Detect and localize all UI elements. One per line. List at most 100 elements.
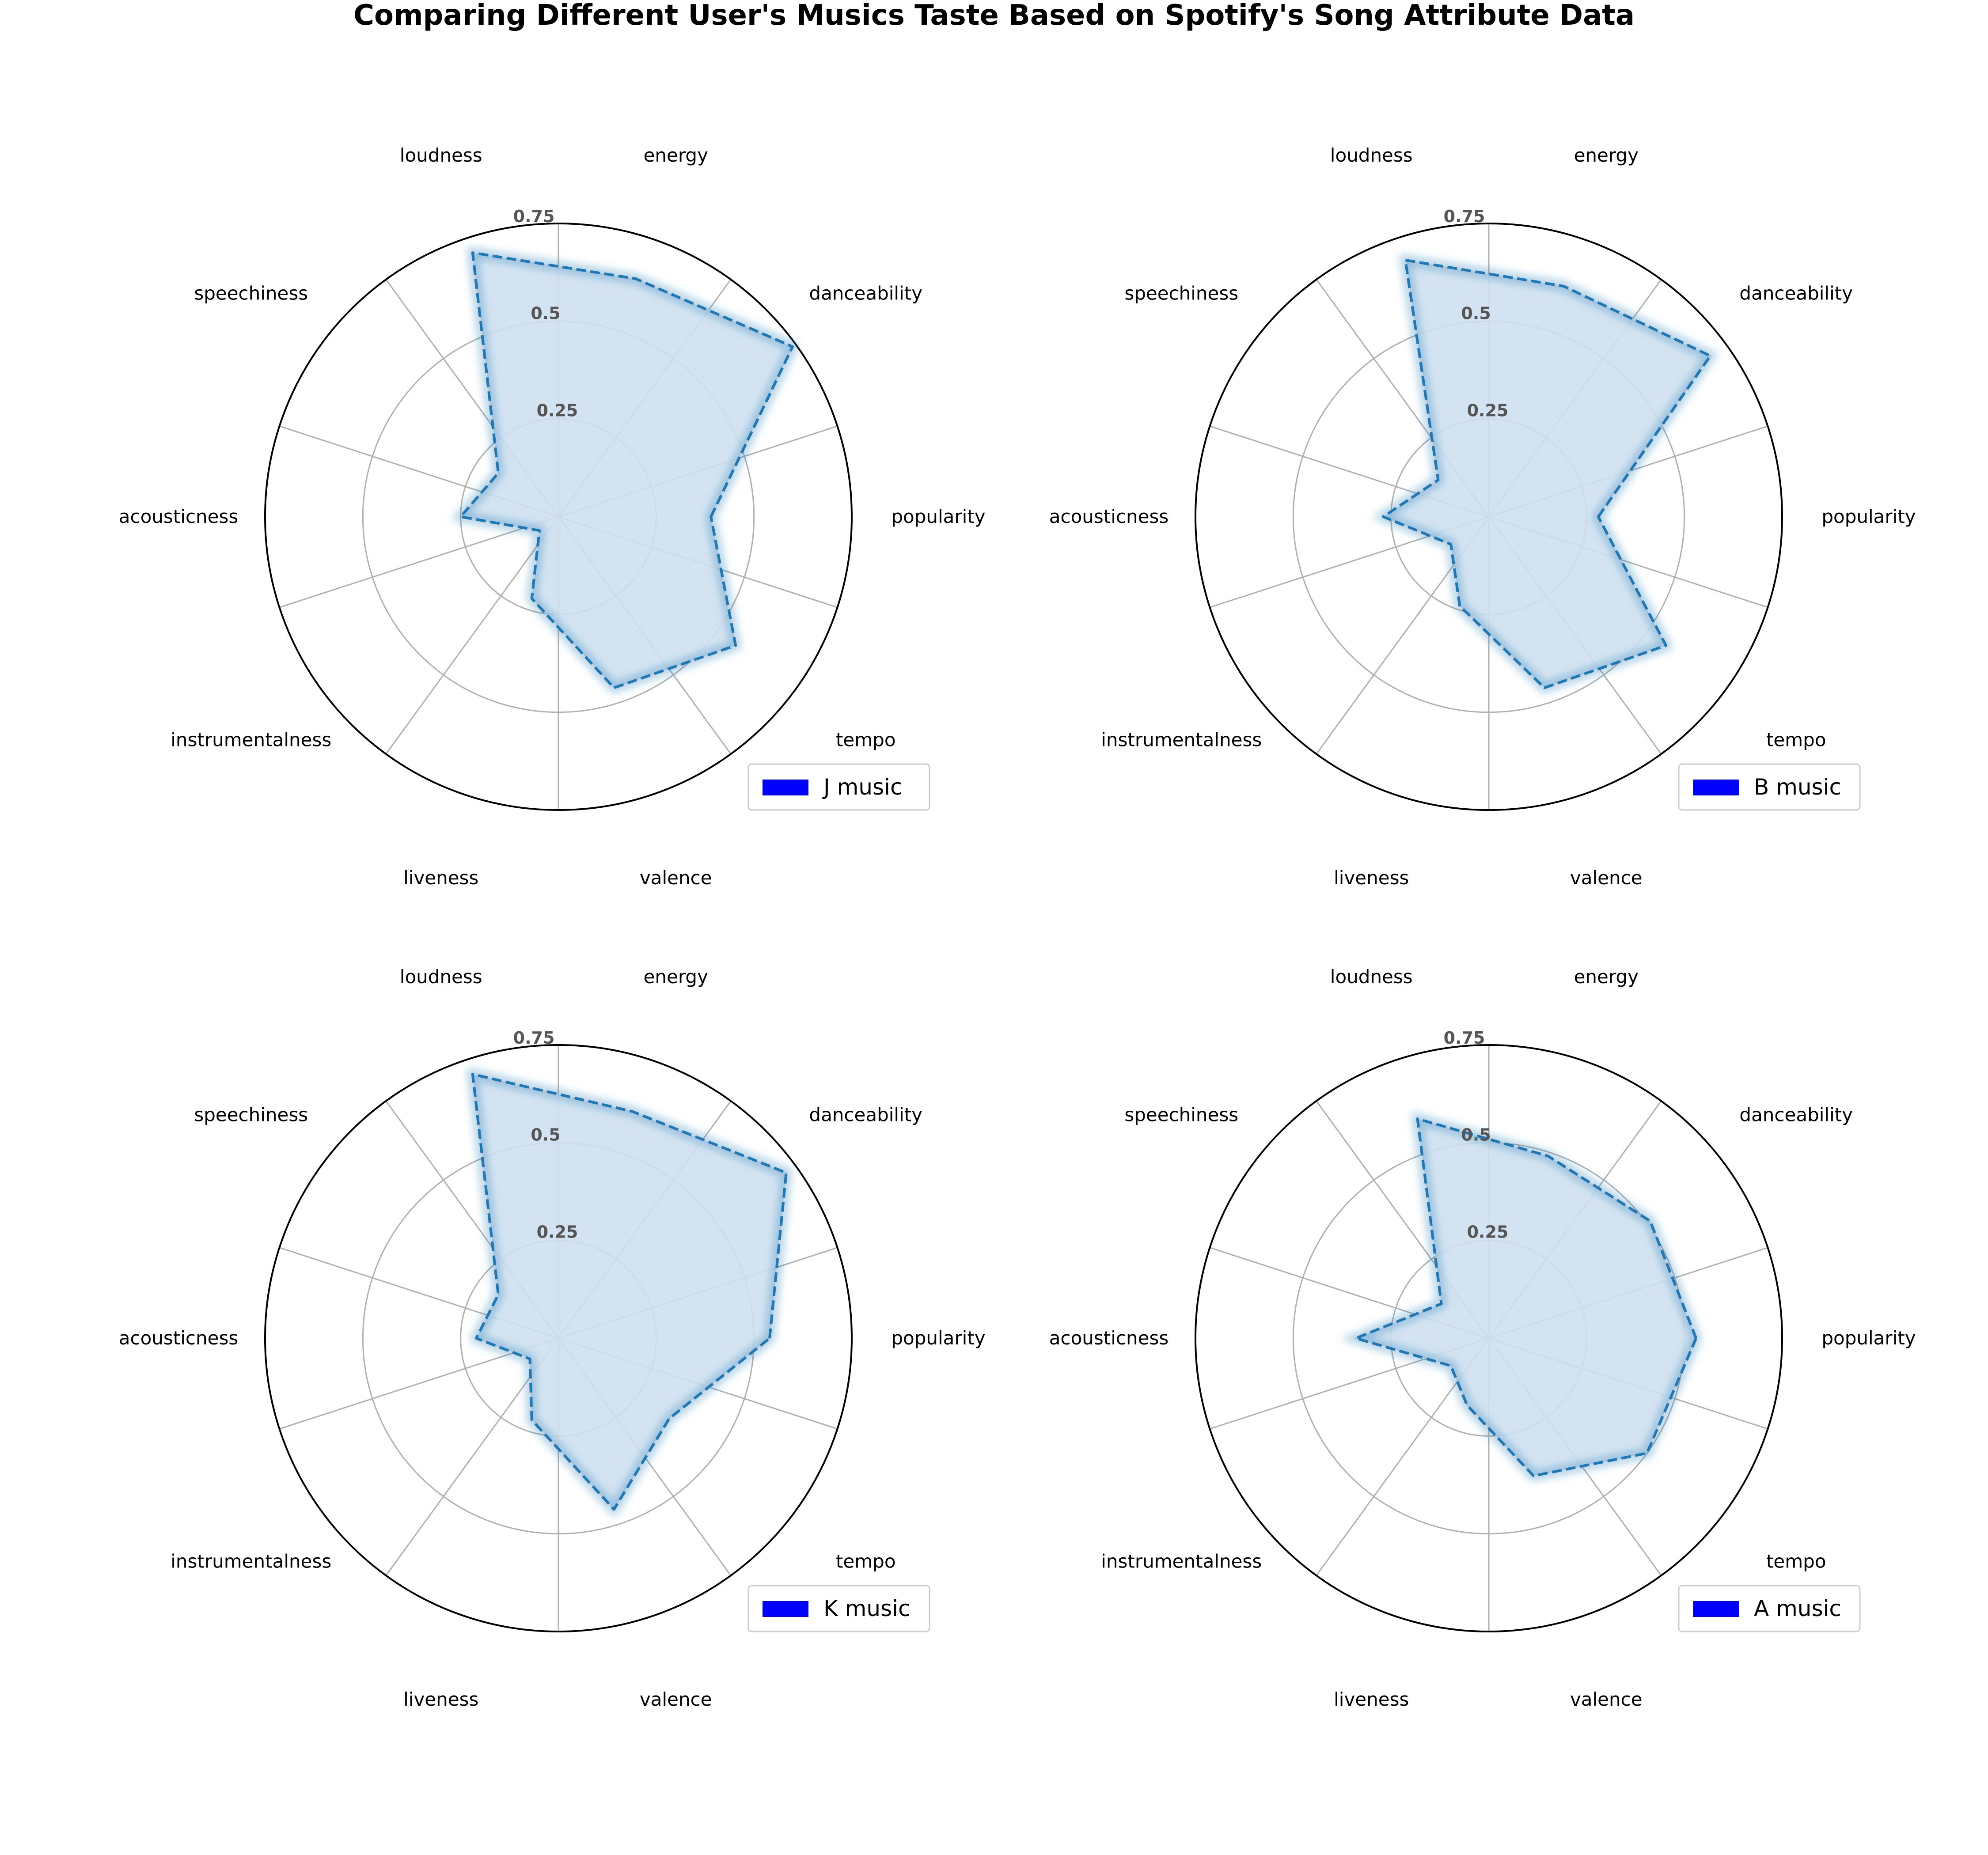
data-point-tempo — [668, 1418, 670, 1420]
axis-label-acousticness: acousticness — [1049, 506, 1169, 527]
series-line — [459, 251, 794, 689]
axis-label-speechiness: speechiness — [194, 283, 308, 304]
axis-label-speechiness: speechiness — [1124, 1104, 1238, 1126]
axis-label-instrumentalness: instrumentalness — [1101, 729, 1262, 750]
radial-gridline — [385, 516, 559, 755]
legend-label: K music — [823, 1596, 911, 1621]
axis-label-energy: energy — [644, 144, 708, 166]
axis-label-popularity: popularity — [1821, 1327, 1916, 1349]
r-tick-label: 0.75 — [513, 207, 555, 226]
data-point-instrumentalness — [1450, 544, 1452, 545]
legend-patch — [1693, 780, 1739, 795]
legend-patch — [763, 1601, 808, 1617]
polar-spine — [1195, 1044, 1783, 1632]
polar-spine — [264, 223, 853, 811]
data-point-instrumentalness — [1450, 1365, 1452, 1367]
polar-spine — [1195, 223, 1783, 811]
axis-label-danceability: danceability — [809, 283, 922, 304]
axis-label-tempo: tempo — [1766, 729, 1826, 750]
r-tick-label: 0.75 — [1444, 207, 1485, 226]
data-point-speechiness — [497, 1294, 499, 1295]
r-tick-label: 0.25 — [1467, 401, 1509, 420]
legend-patch — [1693, 1601, 1739, 1617]
data-point-valence — [613, 687, 615, 689]
legend-label: J music — [822, 774, 902, 800]
axis-label-danceability: danceability — [1739, 1104, 1853, 1126]
axis-label-loudness: loudness — [400, 966, 482, 988]
legend-patch — [763, 780, 808, 795]
data-point-energy — [635, 278, 637, 280]
legend-box — [747, 763, 930, 811]
radar-chart-b: popularity danceability energy loudness spee… — [1049, 144, 1916, 889]
series-line — [1354, 1117, 1698, 1477]
axis-label-danceability: danceability — [1739, 283, 1853, 304]
axis-label-popularity: popularity — [891, 1327, 985, 1349]
axis-label-liveness: liveness — [1334, 867, 1409, 889]
data-point-popularity — [710, 516, 712, 517]
axis-label-instrumentalness: instrumentalness — [171, 1550, 331, 1572]
axis-label-valence: valence — [640, 1688, 712, 1710]
axis-label-loudness: loudness — [400, 144, 482, 166]
r-tick-label: 0.5 — [1461, 1125, 1491, 1145]
data-point-loudness — [1417, 1118, 1418, 1120]
data-point-danceability — [785, 1172, 787, 1174]
data-point-energy — [1563, 285, 1564, 287]
r-tick-label: 0.5 — [531, 304, 560, 323]
r-tick-label: 0.25 — [537, 401, 578, 420]
data-point-tempo — [735, 645, 736, 646]
legend-box — [1678, 1585, 1861, 1632]
data-point-energy — [631, 1111, 633, 1112]
axis-label-speechiness: speechiness — [194, 1104, 308, 1126]
data-point-popularity — [769, 1338, 770, 1339]
radial-gridline — [279, 516, 559, 608]
data-point-popularity — [1597, 516, 1599, 517]
legend-box — [747, 1585, 930, 1632]
axis-label-speechiness: speechiness — [1124, 283, 1238, 304]
axis-label-liveness: liveness — [403, 1688, 478, 1710]
axis-label-liveness: liveness — [403, 867, 478, 889]
data-point-loudness — [472, 1074, 473, 1075]
axis-label-valence: valence — [640, 867, 712, 889]
data-point-acousticness — [460, 516, 461, 517]
axis-label-loudness: loudness — [1330, 966, 1413, 988]
r-tick-label: 0.75 — [1444, 1028, 1485, 1048]
figure-title: Comparing Different User's Musics Taste … — [353, 0, 1635, 32]
series-fill — [472, 1074, 786, 1510]
r-tick-label: 0.5 — [531, 1125, 560, 1145]
axis-label-tempo: tempo — [1766, 1550, 1826, 1572]
axis-label-danceability: danceability — [809, 1104, 922, 1126]
data-point-acousticness — [1355, 1338, 1356, 1339]
radar-chart-j: popularity danceability energy loudness spee… — [119, 144, 986, 889]
axis-label-popularity: popularity — [891, 506, 985, 527]
axis-label-tempo: tempo — [836, 1550, 896, 1572]
polar-spine — [264, 1044, 853, 1632]
axis-label-acousticness: acousticness — [119, 506, 238, 527]
axis-label-energy: energy — [644, 966, 708, 988]
axis-label-popularity: popularity — [1821, 506, 1916, 527]
axis-label-valence: valence — [1570, 867, 1643, 889]
axis-label-liveness: liveness — [1334, 1688, 1409, 1710]
r-tick-label: 0.75 — [513, 1028, 555, 1048]
data-point-liveness — [531, 598, 532, 599]
legend-box — [1678, 763, 1861, 811]
axis-label-tempo: tempo — [836, 729, 896, 750]
data-point-loudness — [1405, 260, 1406, 261]
r-tick-label: 0.5 — [1461, 304, 1491, 323]
data-point-loudness — [472, 252, 473, 254]
r-tick-label: 0.25 — [537, 1222, 578, 1242]
series-fill — [460, 253, 793, 688]
axis-label-valence: valence — [1570, 1688, 1643, 1710]
legend-label: A music — [1754, 1596, 1841, 1621]
axis-label-acousticness: acousticness — [119, 1327, 238, 1349]
series-fill — [1383, 260, 1711, 688]
data-point-acousticness — [476, 1338, 477, 1339]
legend-label: B music — [1754, 774, 1841, 800]
series-fill — [1356, 1119, 1696, 1476]
axis-label-acousticness: acousticness — [1049, 1327, 1169, 1349]
data-point-valence — [1544, 687, 1545, 689]
data-point-danceability — [792, 346, 793, 347]
axis-label-loudness: loudness — [1330, 144, 1413, 166]
data-point-liveness — [1466, 1404, 1468, 1406]
data-point-instrumentalness — [539, 530, 540, 531]
